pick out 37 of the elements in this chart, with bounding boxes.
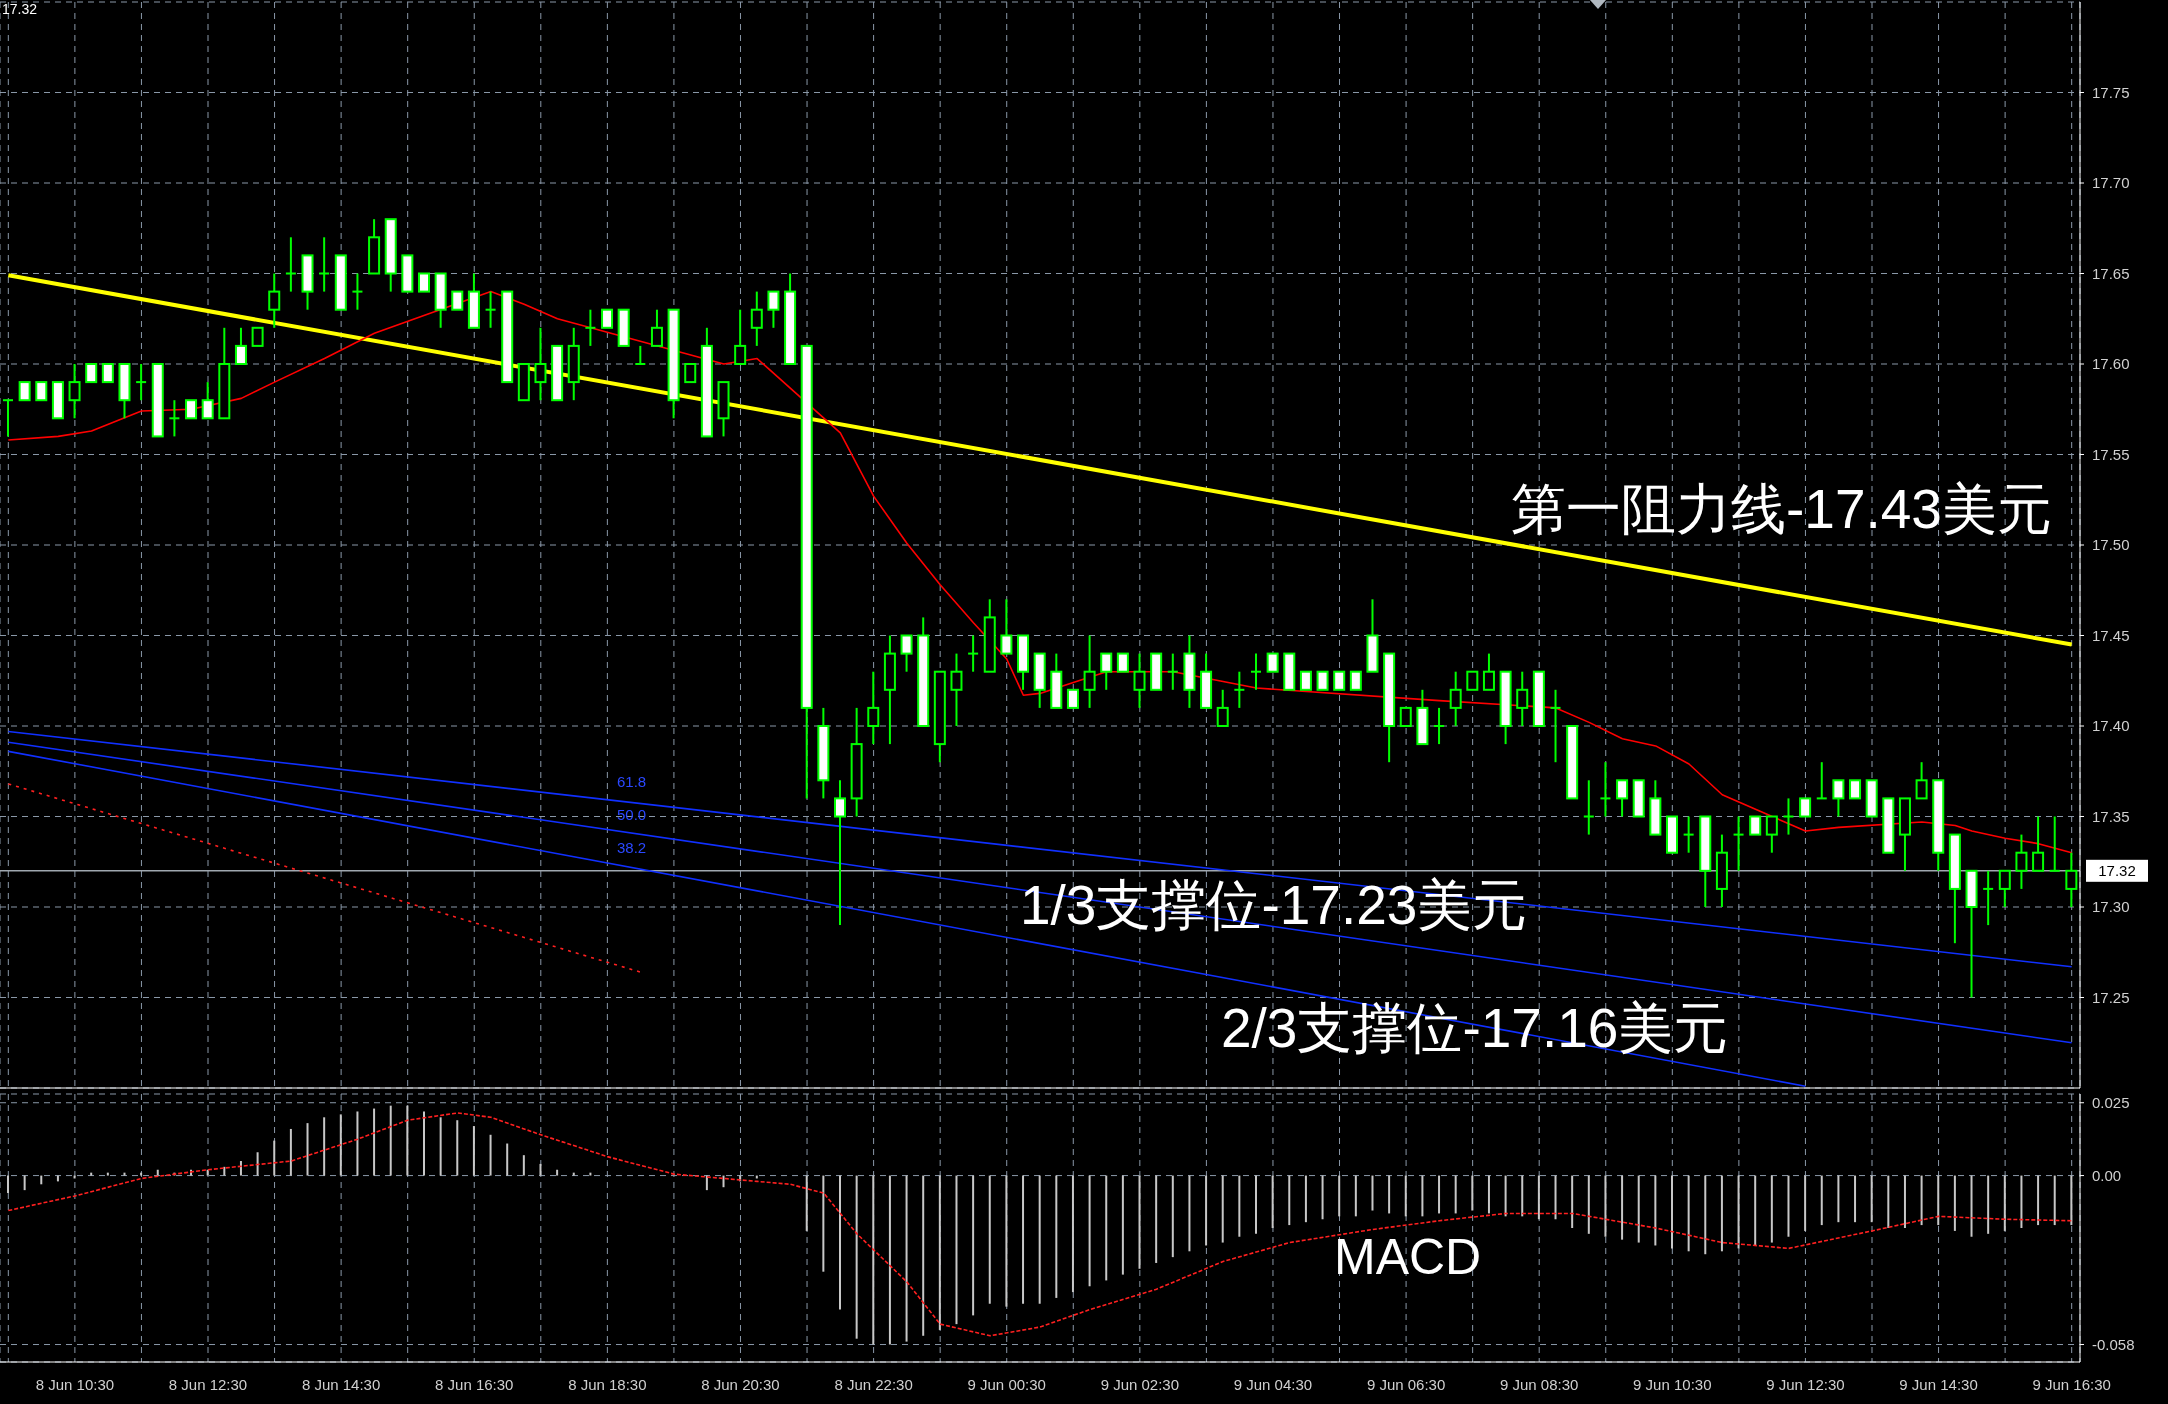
y-tick-label: 0.00 (2092, 1166, 2122, 1184)
y-tick-label: 17.25 (2092, 988, 2130, 1006)
y-tick-label: 17.30 (2092, 898, 2130, 915)
y-tick-label: 17.55 (2092, 445, 2130, 463)
annotation: 61.8 (617, 773, 647, 790)
annotation: 第一阻力线-17.43美元 (1511, 478, 2052, 540)
y-tick-label: 17.75 (2092, 83, 2130, 101)
x-tick-label: 9 Jun 02:30 (1100, 1376, 1180, 1393)
y-tick-label: 17.60 (2092, 355, 2130, 372)
x-tick-label: 8 Jun 18:30 (568, 1376, 647, 1393)
annotation: MACD (1334, 1229, 1482, 1285)
y-tick-label: 17.35 (2092, 807, 2130, 825)
y-tick-label: 17.45 (2092, 626, 2130, 644)
x-tick-label: 8 Jun 10:30 (35, 1376, 115, 1393)
annotation: 50.0 (617, 806, 647, 823)
x-tick-label: 9 Jun 16:30 (2032, 1376, 2111, 1393)
x-tick-label: 9 Jun 10:30 (1633, 1376, 1712, 1393)
x-tick-label: 8 Jun 14:30 (301, 1376, 381, 1393)
y-tick-label: 17.50 (2092, 536, 2130, 553)
y-tick-label: 17.40 (2092, 717, 2130, 734)
x-tick-label: 9 Jun 14:30 (1899, 1376, 1978, 1393)
x-tick-label: 9 Jun 12:30 (1766, 1376, 1845, 1393)
x-tick-label: 8 Jun 12:30 (168, 1376, 248, 1393)
y-tick-label: -0.058 (2092, 1335, 2135, 1353)
x-tick-label: 8 Jun 16:30 (435, 1376, 514, 1393)
y-tick-label: 0.025 (2092, 1093, 2130, 1111)
ref-line-label: 17.32 (2098, 861, 2136, 879)
y-tick-label: 17.65 (2092, 264, 2130, 282)
x-tick-label: 9 Jun 06:30 (1366, 1376, 1446, 1393)
x-tick-label: 8 Jun 22:30 (834, 1376, 913, 1393)
annotation: 17.32 (2, 1, 38, 17)
x-tick-label: 8 Jun 20:30 (701, 1376, 780, 1393)
x-tick-label: 9 Jun 00:30 (967, 1376, 1046, 1393)
y-tick-label: 17.70 (2092, 174, 2130, 191)
annotation: 38.2 (617, 839, 647, 856)
x-tick-label: 9 Jun 04:30 (1233, 1376, 1313, 1393)
x-tick-label: 9 Jun 08:30 (1500, 1376, 1579, 1393)
